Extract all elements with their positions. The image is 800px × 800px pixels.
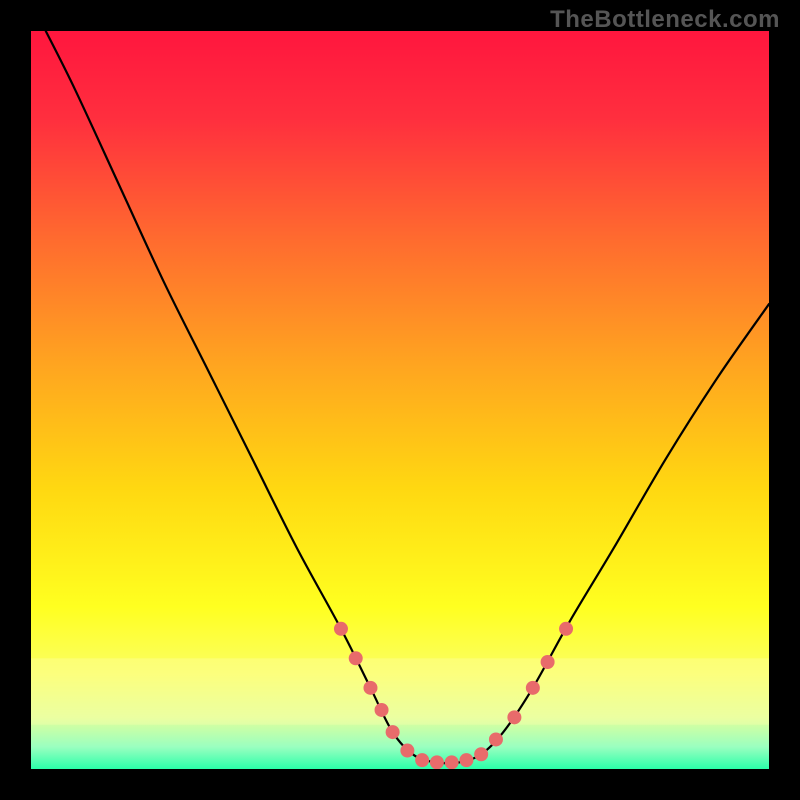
data-marker <box>489 732 503 746</box>
data-marker <box>415 753 429 767</box>
highlight-band <box>31 658 769 724</box>
data-marker <box>474 747 488 761</box>
data-marker <box>507 710 521 724</box>
data-marker <box>459 753 473 767</box>
watermark-text: TheBottleneck.com <box>550 6 780 34</box>
data-marker <box>334 622 348 636</box>
data-marker <box>559 622 573 636</box>
bottleneck-chart <box>0 0 800 800</box>
data-marker <box>375 703 389 717</box>
data-marker <box>363 681 377 695</box>
data-marker <box>430 755 444 769</box>
data-marker <box>400 744 414 758</box>
data-marker <box>349 651 363 665</box>
data-marker <box>541 655 555 669</box>
data-marker <box>526 681 540 695</box>
data-marker <box>386 725 400 739</box>
data-marker <box>445 755 459 769</box>
